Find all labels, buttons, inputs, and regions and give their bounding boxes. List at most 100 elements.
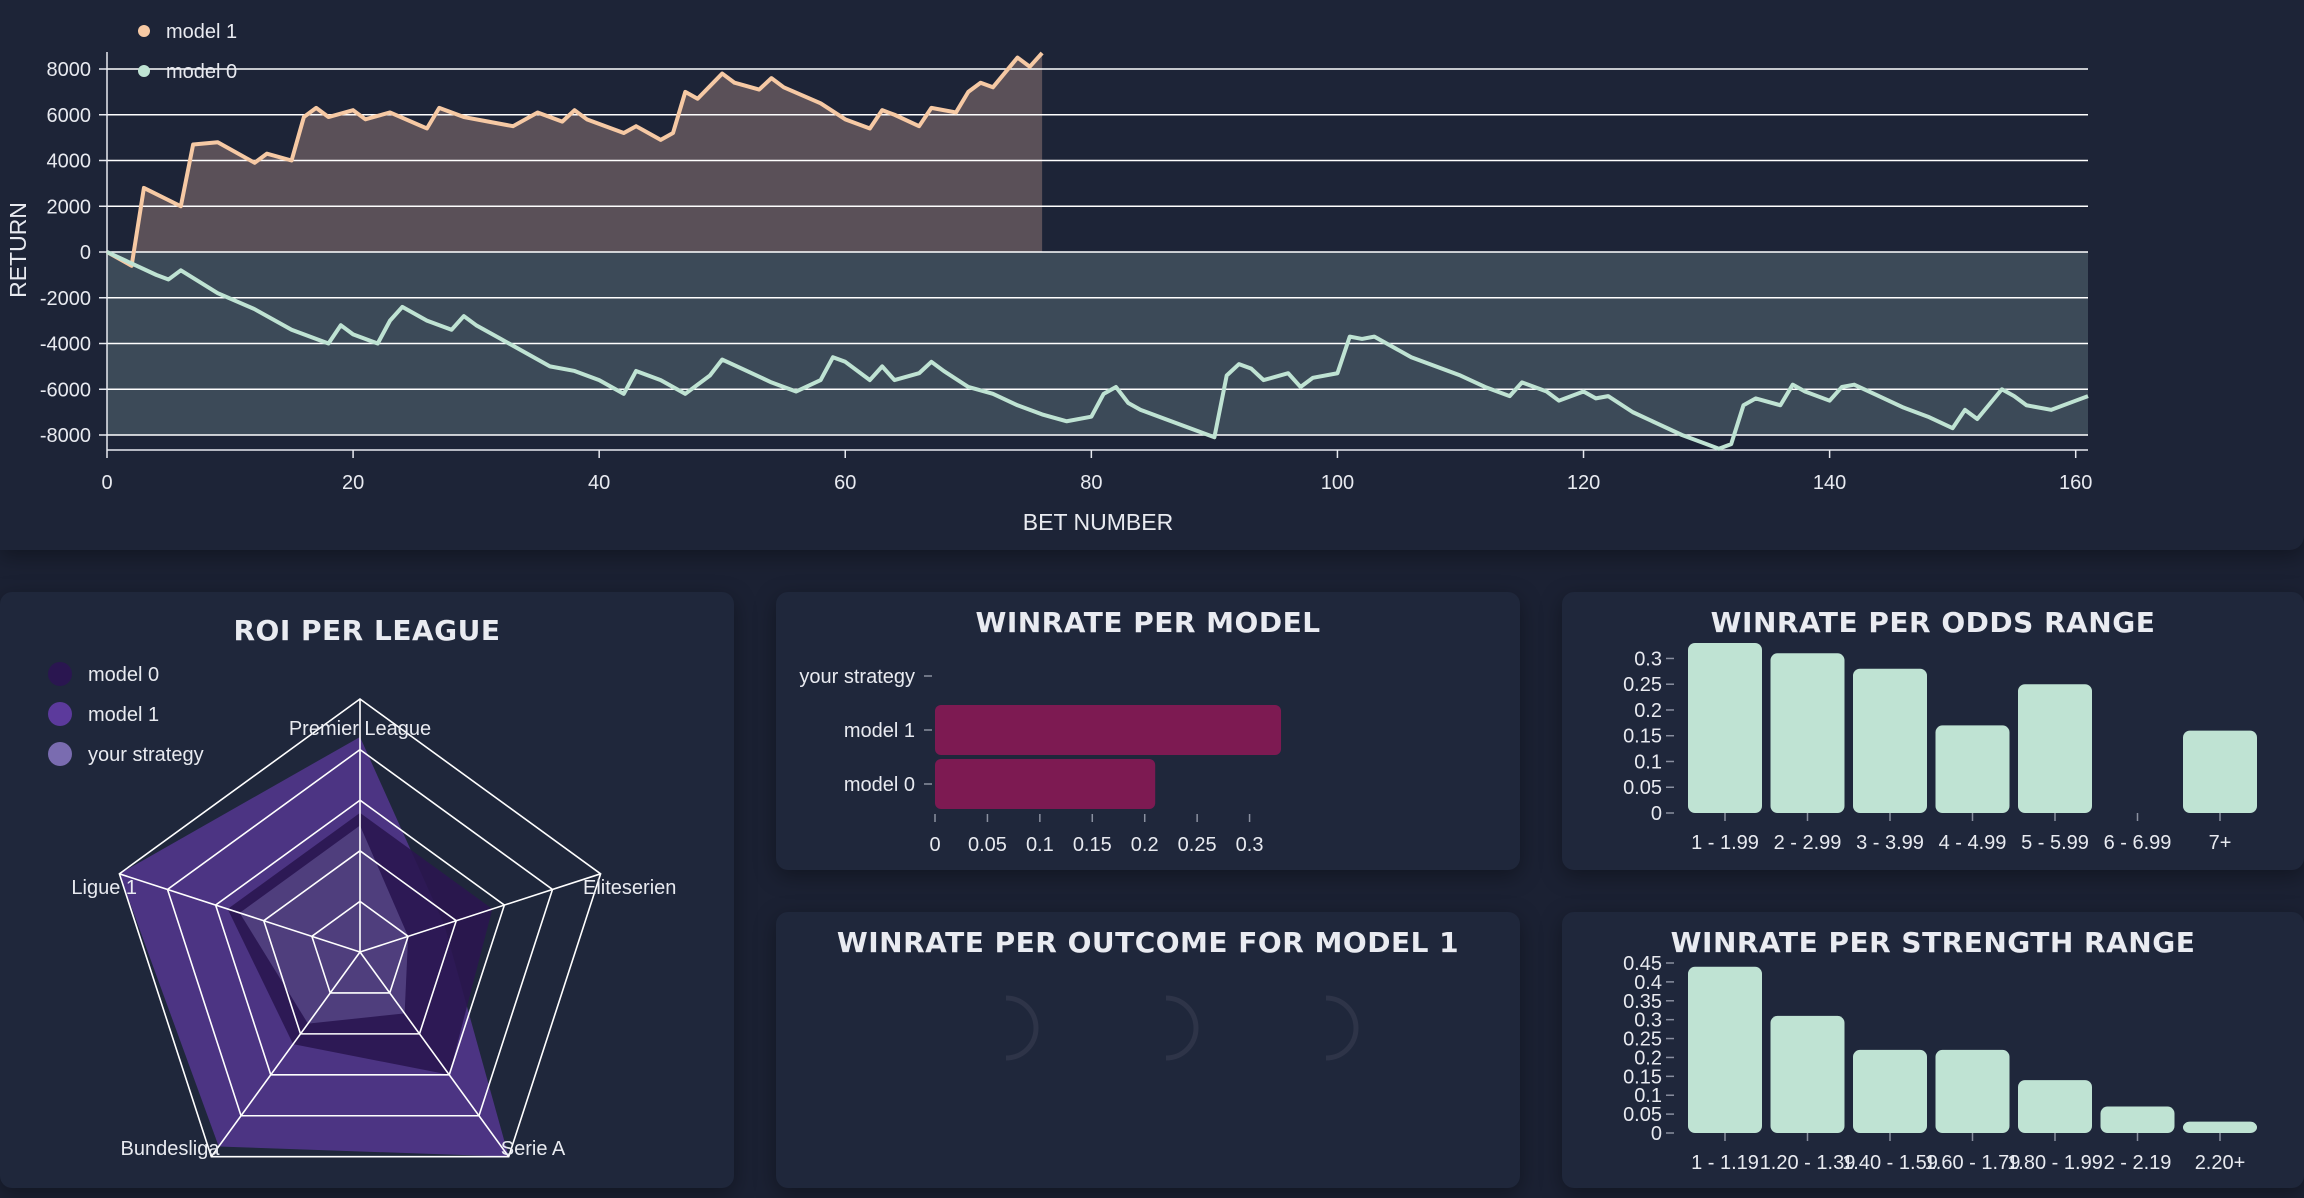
y-tick-label: 0.2 (1634, 1047, 1662, 1069)
radar-spoke (359, 873, 601, 953)
radar-category-label: Eliteserien (583, 877, 676, 899)
strength-card-title: WINRATE PER STRENGTH RANGE (1670, 926, 2196, 959)
roi-radar-chart: Premier League Eliteserien Serie A Bundesli… (48, 662, 676, 1160)
y-axis-label: RETURN (5, 202, 31, 298)
loading-spinner-icon (1005, 995, 1039, 1061)
return-chart: 8000 6000 4000 2000 0 -2000 -4000 -6000 -8000 0 20… (5, 21, 2092, 535)
odds-card-title: WINRATE PER ODDS RANGE (1710, 606, 2156, 639)
x-tick-label: 120 (1567, 472, 1600, 494)
outcome-card-title: WINRATE PER OUTCOME FOR MODEL 1 (836, 926, 1460, 959)
bar (1688, 966, 1762, 1133)
y-tick-label: 0.2 (1634, 700, 1662, 722)
y-tick-label: 0.25 (1623, 674, 1662, 696)
x-tick-label: 4 - 4.99 (1939, 832, 2007, 854)
legend-dot (48, 742, 72, 766)
y-tick-label: 0 (1651, 803, 1662, 825)
bar (1853, 668, 1927, 813)
x-tick-label: 140 (1813, 472, 1846, 494)
model1-area (107, 52, 1043, 266)
x-tick-label: 40 (588, 472, 610, 494)
model1-line (106, 51, 1044, 268)
radar-ring (214, 799, 506, 1076)
y-tick-label: 0.1 (1634, 751, 1662, 773)
strength-bar-chart: 00.050.10.150.20.250.30.350.40.45 1 - 1.1… (1623, 953, 2257, 1174)
return-chart-panel: 8000 6000 4000 2000 0 -2000 -4000 -6000 -8000 0 20… (0, 0, 2304, 550)
y-tick-label: 0.25 (1623, 1029, 1662, 1051)
x-tick-label: 0 (929, 834, 940, 856)
y-tick-label: 0.45 (1623, 953, 1662, 975)
bar (1935, 725, 2010, 813)
y-tick-label: -2000 (40, 288, 91, 310)
bar (2183, 1121, 2257, 1133)
roi-card-title: ROI PER LEAGUE (233, 614, 501, 647)
x-tick-label: 7+ (2209, 832, 2232, 854)
x-tick-label: 6 - 6.99 (2104, 832, 2172, 854)
winrate-model-chart: your strategy model 1 model 0 0 0.05 0.1 0.15 0… (799, 666, 1282, 856)
radar-spoke (119, 873, 361, 953)
x-tick-label: 1.40 - 1.59 (1842, 1152, 1938, 1174)
y-tick-label: 8000 (47, 59, 92, 81)
radar-category-label: Bundesliga (121, 1138, 221, 1160)
y-tick-label: 0 (1651, 1123, 1662, 1145)
legend-label: model 0 (166, 61, 237, 83)
category-label: model 0 (844, 774, 915, 796)
loading-spinner-icon (1325, 995, 1359, 1061)
legend-label: model 1 (166, 21, 237, 43)
loading-spinners (1005, 995, 1359, 1061)
bar (1853, 1049, 1927, 1133)
x-tick-label: 0.3 (1236, 834, 1264, 856)
x-tick-label: 0.1 (1026, 834, 1054, 856)
y-tick-label: 6000 (47, 105, 92, 127)
x-tick-label: 2.20+ (2195, 1152, 2246, 1174)
x-tick-label: 0.2 (1131, 834, 1159, 856)
x-tick-label: 60 (834, 472, 856, 494)
x-tick-label: 1 - 1.19 (1691, 1152, 1759, 1174)
radar-spoke (359, 951, 510, 1158)
bar (935, 759, 1156, 809)
radar-ring (262, 849, 458, 1035)
y-tick-label: 0.15 (1623, 726, 1662, 748)
y-tick-label: 0 (80, 242, 91, 264)
loading-spinner-icon (1165, 995, 1199, 1061)
bar (1770, 653, 1845, 813)
radar-category-label: Premier League (289, 718, 431, 740)
bar (1935, 1049, 2010, 1133)
radar-category-label: Ligue 1 (71, 877, 137, 899)
roi-per-league-card: ROI PER LEAGUE Premier League Eliteserien… (0, 592, 734, 1188)
legend-label: model 1 (88, 704, 159, 726)
y-tick-label: -6000 (40, 379, 91, 401)
radar-spoke (210, 951, 361, 1158)
y-tick-label: 2000 (47, 196, 92, 218)
bar (2183, 730, 2257, 813)
radar-category-label: Serie A (501, 1138, 566, 1160)
bar (1688, 643, 1762, 813)
x-tick-label: 2 - 2.99 (1774, 832, 1842, 854)
x-tick-label: 160 (2059, 472, 2092, 494)
x-tick-label: 0.15 (1073, 834, 1112, 856)
y-tick-label: -8000 (40, 425, 91, 447)
y-tick-label: 4000 (47, 151, 92, 173)
y-tick-label: 0.35 (1623, 991, 1662, 1013)
y-tick-label: 0.3 (1634, 648, 1662, 670)
y-tick-label: 0.05 (1623, 1104, 1662, 1126)
y-tick-label: 0.05 (1623, 777, 1662, 799)
radar-ring (118, 698, 602, 1158)
model0-line (106, 250, 2089, 451)
winrate-per-strength-card: WINRATE PER STRENGTH RANGE 0 0.05 0.1 0.15 0… (1562, 912, 2304, 1188)
legend-dot (138, 25, 150, 37)
category-label: your strategy (799, 666, 915, 688)
x-tick-label: 3 - 3.99 (1856, 832, 1924, 854)
x-tick-label: 80 (1080, 472, 1102, 494)
x-tick-label: 0.05 (968, 834, 1007, 856)
winrate-model-title: WINRATE PER MODEL (975, 606, 1321, 639)
x-tick-label: 1.60 - 1.79 (1925, 1152, 2021, 1174)
x-tick-label: 0.25 (1178, 834, 1217, 856)
y-tick-label: 0.15 (1623, 1066, 1662, 1088)
x-axis-label: BET NUMBER (1023, 509, 1173, 535)
radar-ring (310, 900, 410, 994)
x-tick-label: 1.80 - 1.99 (2007, 1152, 2103, 1174)
y-tick-label: 0.4 (1634, 972, 1662, 994)
x-tick-label: 1.20 - 1.39 (1760, 1152, 1856, 1174)
bar (1770, 1015, 1845, 1133)
y-tick-label: 0.1 (1634, 1085, 1662, 1107)
